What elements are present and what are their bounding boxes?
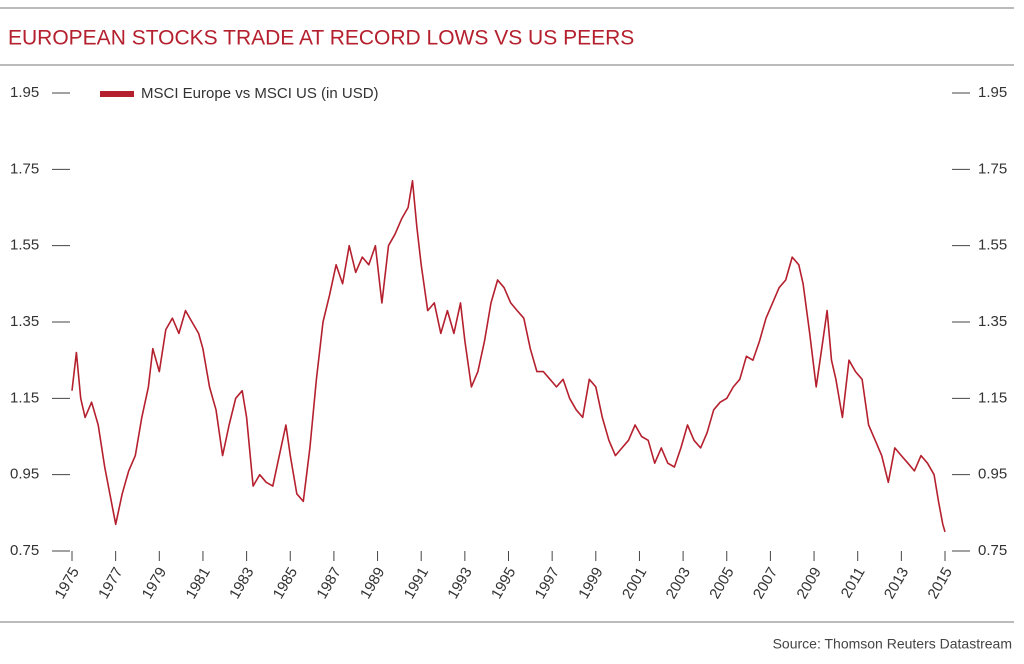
x-tick-label: 1981	[182, 564, 213, 601]
x-tick-label: 1989	[357, 564, 388, 601]
x-tick-label: 2005	[706, 564, 737, 601]
y-tick-label: 1.75	[10, 160, 39, 177]
x-tick-label: 1985	[270, 564, 301, 601]
y-tick-label: 1.15	[10, 389, 39, 406]
chart-title: EUROPEAN STOCKS TRADE AT RECORD LOWS VS …	[8, 27, 634, 50]
y2-tick-label: 0.75	[978, 542, 1007, 559]
y-tick-label: 0.75	[10, 542, 39, 559]
y2-tick-label: 1.55	[978, 237, 1007, 254]
y2-tick-label: 1.95	[978, 84, 1007, 101]
x-tick-label: 2009	[794, 564, 825, 601]
series-line	[71, 180, 946, 533]
x-tick-label: 1987	[313, 564, 344, 601]
x-tick-label: 1983	[226, 564, 257, 601]
y2-tick-label: 1.15	[978, 389, 1007, 406]
x-tick-label: 1993	[444, 564, 475, 601]
x-tick-label: 1991	[401, 564, 432, 601]
x-tick-label: 1975	[51, 564, 82, 601]
source: Source: Thomson Reuters Datastream	[773, 636, 1012, 652]
y2-tick-label: 0.95	[978, 466, 1007, 483]
y2-tick-label: 1.75	[978, 160, 1007, 177]
legend-label: MSCI Europe vs MSCI US (in USD)	[141, 85, 379, 102]
x-tick-label: 2011	[838, 564, 869, 600]
y-tick-label: 1.35	[10, 313, 39, 330]
y-tick-label: 0.95	[10, 466, 39, 483]
x-tick-label: 1977	[95, 564, 126, 601]
x-tick-label: 2015	[924, 564, 955, 601]
x-tick-label: 2003	[663, 564, 694, 601]
x-tick-label: 2013	[881, 564, 912, 601]
x-tick-label: 1979	[139, 564, 170, 601]
x-tick-label: 2007	[750, 564, 781, 601]
x-tick-label: 2001	[619, 564, 650, 601]
y2-tick-label: 1.35	[978, 313, 1007, 330]
x-tick-label: 1997	[532, 564, 563, 601]
y-tick-label: 1.95	[10, 84, 39, 101]
x-tick-label: 1995	[488, 564, 519, 601]
x-tick-label: 1999	[575, 564, 606, 601]
y-tick-label: 1.55	[10, 237, 39, 254]
